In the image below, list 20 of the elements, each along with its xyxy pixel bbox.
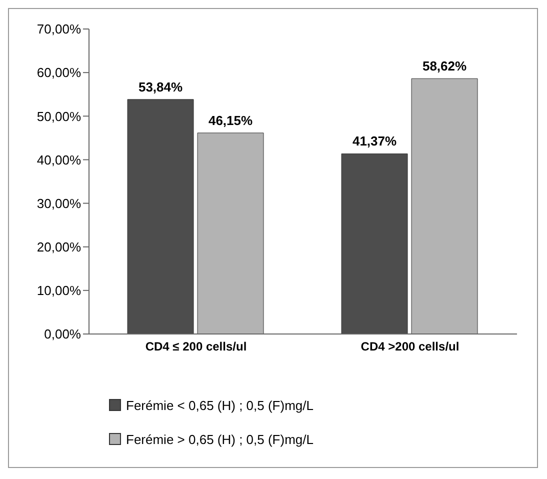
bar <box>341 153 408 334</box>
y-tick-label: 50,00% <box>36 108 82 124</box>
data-label: 41,37% <box>352 134 398 149</box>
data-label: 53,84% <box>138 79 184 94</box>
data-label: 58,62% <box>422 58 468 74</box>
y-tick-label: 20,00% <box>36 239 82 254</box>
x-tick-label: CD4 >200 cells/ul <box>360 340 460 354</box>
x-tick-label: CD4 ≤ 200 cells/ul <box>145 340 247 354</box>
bar <box>127 99 194 334</box>
legend-label: Ferémie > 0,65 (H) ; 0,5 (F)mg/L <box>126 432 314 446</box>
y-tick-label: 30,00% <box>36 196 82 211</box>
data-label: 46,15% <box>208 112 254 128</box>
y-tick-label: 70,00% <box>36 22 82 37</box>
legend-label: Ferémie < 0,65 (H) ; 0,5 (F)mg/L <box>126 398 314 412</box>
bar <box>411 78 478 334</box>
y-tick-label: 40,00% <box>36 152 82 168</box>
y-tick-label: 60,00% <box>36 65 82 80</box>
bar <box>197 132 264 334</box>
y-tick-label: 10,00% <box>36 283 82 298</box>
y-tick-label: 0,00% <box>44 326 82 342</box>
